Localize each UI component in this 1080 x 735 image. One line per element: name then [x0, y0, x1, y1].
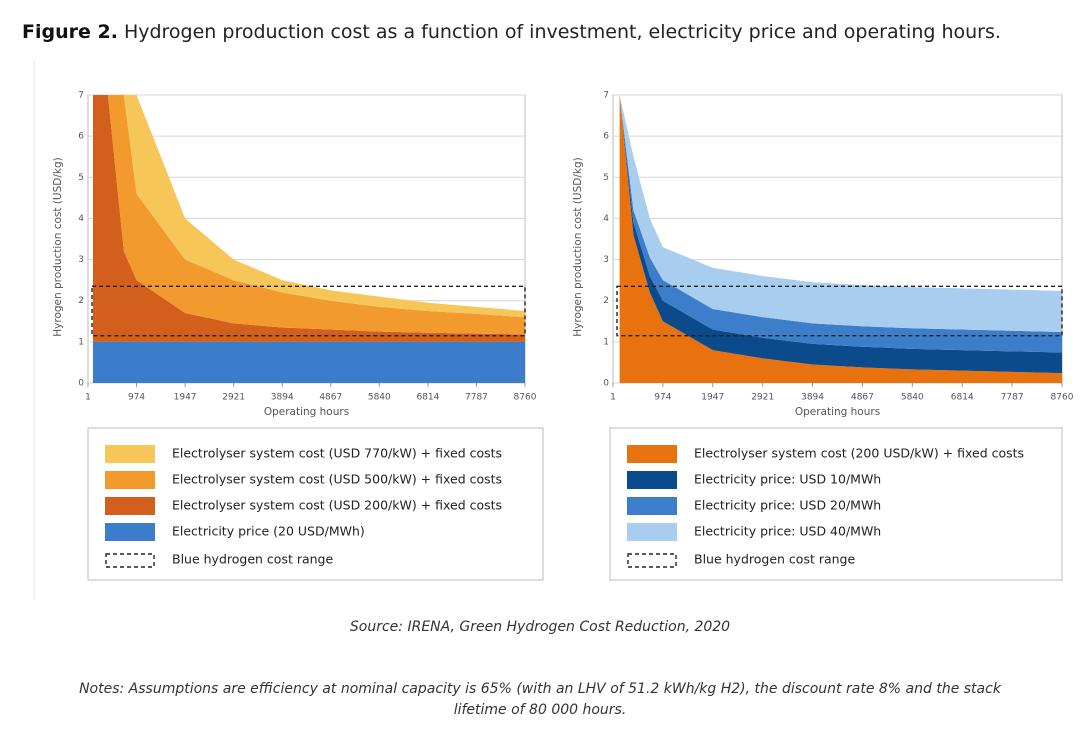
legend-swatch — [627, 445, 677, 463]
legend-label: Electricity price: USD 40/MWh — [694, 524, 881, 539]
x-tick-label: 974 — [654, 393, 671, 403]
legend-box — [87, 427, 544, 581]
y-tick-label: 6 — [603, 132, 609, 142]
blue-hydrogen-range — [616, 285, 1063, 337]
legend-label: Electrolyser system cost (USD 500/kW) + … — [172, 472, 502, 487]
x-tick-label: 2921 — [222, 393, 245, 403]
y-tick-label: 6 — [78, 132, 84, 142]
legend-label: Electrolyser system cost (200 USD/kW) + … — [694, 446, 1024, 461]
x-tick-label: 1 — [610, 393, 616, 403]
blue-hydrogen-range — [91, 285, 526, 337]
area — [92, 95, 525, 318]
legend-swatch-dashed — [627, 553, 677, 568]
legend-swatch — [627, 497, 677, 515]
x-tick-label: 4867 — [319, 393, 342, 403]
figure-title: Figure 2. Hydrogen production cost as a f… — [22, 21, 1001, 43]
legend-swatch — [627, 471, 677, 489]
x-tick-label: 1947 — [174, 393, 197, 403]
x-tick-label: 5840 — [368, 393, 391, 403]
legend-swatch — [105, 445, 155, 463]
x-tick-label: 3894 — [801, 393, 824, 403]
x-axis-label: Operating hours — [795, 406, 880, 418]
y-axis-label: Hyrogen production cost (USD/kg) — [572, 157, 584, 337]
y-tick-label: 5 — [78, 173, 84, 183]
legend-box — [609, 427, 1063, 581]
x-tick-label: 1 — [85, 393, 91, 403]
y-tick-label: 7 — [78, 91, 84, 101]
y-tick-label: 2 — [603, 296, 609, 306]
legend-label: Electricity price (20 USD/MWh) — [172, 524, 365, 539]
area — [92, 95, 525, 342]
legend-swatch — [627, 523, 677, 541]
x-tick-label: 4867 — [851, 393, 874, 403]
x-tick-label: 974 — [128, 393, 145, 403]
y-tick-label: 1 — [603, 337, 609, 347]
y-tick-label: 3 — [78, 255, 84, 265]
x-tick-label: 5840 — [901, 393, 924, 403]
y-tick-label: 4 — [603, 214, 609, 224]
x-tick-label: 6814 — [951, 393, 974, 403]
legend-label: Blue hydrogen cost range — [694, 552, 855, 567]
y-axis-label: Hyrogen production cost (USD/kg) — [52, 157, 64, 337]
x-tick-label: 8760 — [514, 393, 537, 403]
area — [92, 341, 525, 383]
y-tick-label: 7 — [603, 91, 609, 101]
y-tick-label: 1 — [78, 337, 84, 347]
figure-label: Figure 2. — [22, 21, 118, 43]
legend-label: Blue hydrogen cost range — [172, 552, 333, 567]
y-tick-label: 4 — [78, 214, 84, 224]
legend-label: Electricity price: USD 10/MWh — [694, 472, 881, 487]
notes-line: lifetime of 80 000 hours. — [454, 702, 627, 718]
legend-swatch — [105, 523, 155, 541]
legend-swatch — [105, 471, 155, 489]
x-tick-label: 7787 — [1001, 393, 1024, 403]
title-text: Hydrogen production cost as a function o… — [124, 21, 1001, 43]
x-tick-label: 6814 — [416, 393, 439, 403]
source: Source: IRENA, Green Hydrogen Cost Reduc… — [350, 619, 730, 635]
legend-label: Electrolyser system cost (USD 770/kW) + … — [172, 446, 502, 461]
legend-label: Electricity price: USD 20/MWh — [694, 498, 881, 513]
x-tick-label: 8760 — [1051, 393, 1074, 403]
y-tick-label: 3 — [603, 255, 609, 265]
legend-label: Electrolyser system cost (USD 200/kW) + … — [172, 498, 502, 513]
x-tick-label: 7787 — [465, 393, 488, 403]
y-tick-label: 0 — [78, 379, 84, 389]
legend-swatch — [105, 497, 155, 515]
x-tick-label: 3894 — [271, 393, 294, 403]
y-tick-label: 2 — [78, 296, 84, 306]
x-axis-label: Operating hours — [264, 406, 349, 418]
notes-line: Notes: Assumptions are efficiency at nom… — [79, 681, 1002, 697]
x-tick-label: 2921 — [751, 393, 774, 403]
y-tick-label: 5 — [603, 173, 609, 183]
y-tick-label: 0 — [603, 379, 609, 389]
area — [619, 95, 1062, 332]
area — [619, 95, 1062, 383]
area — [92, 95, 525, 335]
x-tick-label: 1947 — [701, 393, 724, 403]
legend-swatch-dashed — [105, 553, 155, 568]
